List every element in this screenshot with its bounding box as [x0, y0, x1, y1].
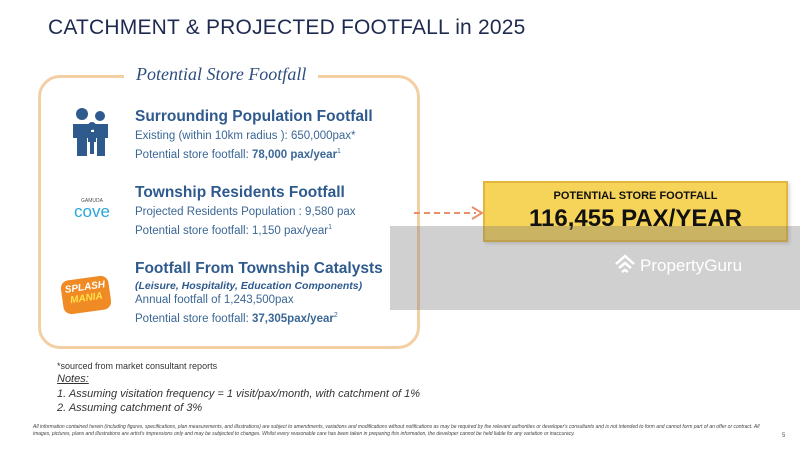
- logo-text: GAMUDA: [81, 198, 103, 204]
- family-icon: [73, 108, 108, 156]
- section-heading: Surrounding Population Footfall: [135, 108, 373, 125]
- footfall-label: Potential store footfall:: [135, 224, 249, 237]
- source-note: *sourced from market consultant reports: [57, 361, 218, 371]
- section: Township Residents Footfall Projected Re…: [135, 184, 356, 239]
- watermark-band: [390, 226, 800, 310]
- section-line: Projected Residents Population : 9,580 p…: [135, 206, 356, 218]
- footfall-value: 1,150 pax/year: [252, 224, 329, 237]
- result-label: POTENTIAL STORE FOOTFALL: [553, 190, 718, 202]
- footfall-line: Potential store footfall: 1,150 pax/year…: [135, 220, 356, 239]
- footfall-value: 78,000 pax/year: [252, 148, 338, 161]
- section-line: Existing (within 10km radius ): 650,000p…: [135, 130, 356, 142]
- footnote-ref: 2: [333, 312, 338, 319]
- notes-title: Notes:: [57, 373, 89, 385]
- footnote-ref: 1: [328, 224, 332, 231]
- result-box: POTENTIAL STORE FOOTFALL 116,455 PAX/YEA…: [483, 181, 788, 242]
- note: 2. Assuming catchment of 3%: [57, 402, 203, 414]
- watermark-icon: [615, 254, 635, 274]
- result-value: 116,455 PAX/YEAR: [528, 205, 742, 232]
- footfall-label: Potential store footfall:: [135, 312, 249, 325]
- section-heading: Footfall From Township Catalysts: [135, 260, 383, 277]
- disclaimer: All information contained herein (includ…: [33, 424, 760, 437]
- footfall-line: Potential store footfall: 37,305pax/year…: [135, 308, 383, 327]
- logo-text: cove: [74, 202, 110, 221]
- section-line: Annual footfall of 1,243,500pax: [135, 294, 294, 306]
- footfall-value: 37,305pax/year: [252, 312, 334, 325]
- footnote-ref: 1: [337, 148, 341, 155]
- arrow: [414, 206, 484, 220]
- slide-title: CATCHMENT & PROJECTED FOOTFALL in 2025: [48, 16, 526, 39]
- section-subheading: (Leisure, Hospitality, Education Compone…: [135, 280, 363, 292]
- section-heading: Township Residents Footfall: [135, 184, 345, 201]
- page-number: 5: [782, 433, 786, 439]
- cove-logo: GAMUDA cove: [66, 198, 118, 220]
- section: Surrounding Population Footfall Existing…: [135, 108, 373, 163]
- watermark: PropertyGuru: [640, 256, 743, 275]
- footfall-line: Potential store footfall: 78,000 pax/yea…: [135, 144, 373, 163]
- panel-title: Potential Store Footfall: [124, 64, 319, 85]
- note: 1. Assuming visitation frequency = 1 vis…: [57, 388, 421, 400]
- footfall-label: Potential store footfall:: [135, 148, 249, 161]
- splash-logo: SPLASH MANIA: [59, 274, 113, 316]
- section: Footfall From Township Catalysts (Leisur…: [135, 260, 383, 327]
